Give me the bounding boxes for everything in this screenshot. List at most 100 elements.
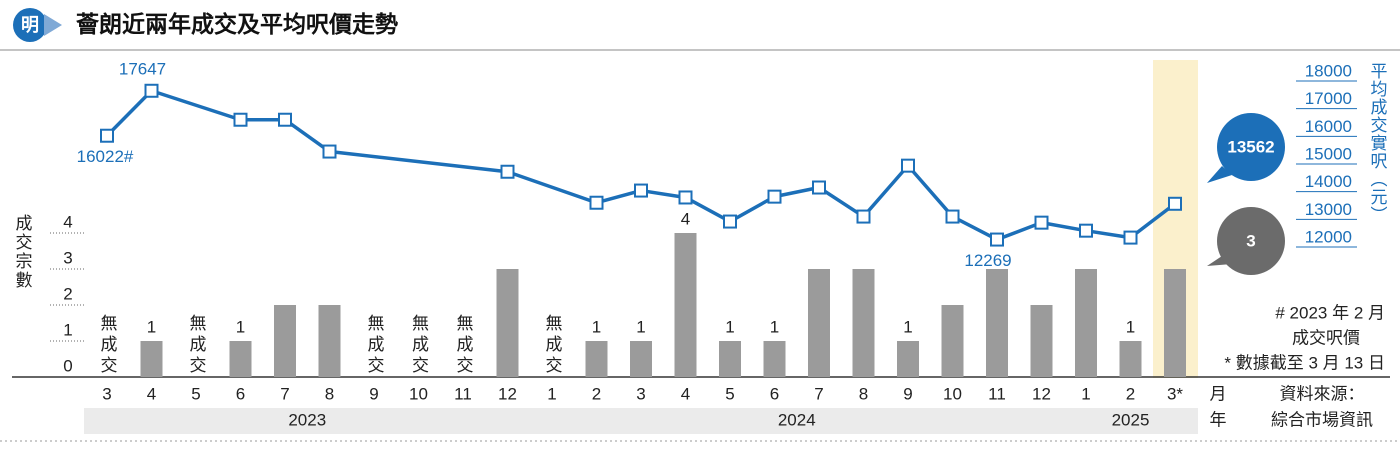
y-tick-label: 2 [63,284,72,303]
bar [674,233,697,377]
bar-label: 1 [1126,317,1135,336]
bar-label: 無成交 [543,314,563,377]
bar [229,341,252,377]
year-label: 2024 [778,410,816,429]
y-tick-label: 3 [63,248,72,267]
x-tick-label: 1 [1081,384,1090,403]
x-tick-label: 11 [988,384,1006,403]
x-tick-label: 3 [102,384,111,403]
x-tick-label: 6 [770,384,779,403]
line-marker [1079,223,1093,238]
y2-tick-label: 18000 [1305,61,1352,80]
bar-label: 1 [236,317,245,336]
bar [585,341,608,377]
callout-label: 3 [1246,231,1255,250]
year-label: 2023 [288,410,326,429]
line-segment [329,149,508,174]
line-segment [729,195,776,224]
line-marker [901,158,915,173]
bar-label: 無成交 [409,314,429,377]
source: 綜合市場資訊 [1271,410,1373,429]
bar [719,341,741,377]
bar [986,269,1008,377]
bar [897,341,919,377]
x-tick-label: 12 [498,384,517,403]
y-tick-label: 4 [63,212,72,231]
x-tick-label: 2 [592,384,601,403]
y2-tick-label: 15000 [1305,144,1352,163]
bar-label: 1 [147,317,156,336]
line-segment [596,188,642,205]
x-tick-label: 3* [1167,384,1183,403]
line-marker [278,112,292,127]
callout-bubble [1207,166,1232,183]
point-label: 17647 [119,59,166,78]
bar-label: 4 [681,209,690,228]
bar [1119,341,1142,377]
line-segment [150,89,242,122]
line-marker [767,189,782,204]
y2-tick-label: 17000 [1305,89,1352,108]
x-unit-month: 月 [1210,384,1227,403]
callout-bubble [1217,207,1285,275]
x-tick-label: 2 [1126,384,1135,403]
line-segment [996,221,1043,242]
x-tick-label: 7 [280,384,289,403]
line-marker [634,183,648,198]
line-marker [990,232,1004,247]
x-tick-label: 8 [859,384,868,403]
y2-tick-label: 16000 [1305,117,1352,136]
y2-tick-label: 12000 [1305,227,1352,246]
y-tick-label: 0 [63,356,72,375]
line-segment [951,215,998,242]
bar-label: 無成交 [187,314,207,377]
x-tick-label: 12 [1032,384,1051,403]
bar-label: 無成交 [365,314,385,377]
x-tick-label: 3 [636,384,645,403]
line-marker [856,209,871,224]
year-band [529,408,1065,434]
bar [852,269,875,377]
line-segment [506,170,598,205]
bar [140,341,163,377]
y2-axis-label: 平均成交實呎（元） [1368,62,1388,224]
line-segment [283,118,331,153]
line-marker [100,128,114,143]
line-segment [1085,228,1131,240]
bar [1030,305,1053,377]
callout-bubble [1217,113,1285,181]
x-unit-year: 年 [1210,410,1227,429]
x-tick-label: 5 [725,384,734,403]
bar-label: 1 [592,317,601,336]
line-segment [1041,220,1087,233]
line-segment [862,164,910,218]
bar [318,305,341,377]
line-marker [144,83,159,98]
x-tick-label: 7 [814,384,823,403]
y-tick-label: 1 [63,320,72,339]
line-marker [322,144,337,159]
bar-label: 1 [636,317,645,336]
line-marker [233,112,248,127]
bar [763,341,786,377]
line-marker [1034,215,1049,230]
footnote: 成交呎價 [1292,328,1360,347]
year-band [1063,408,1198,434]
x-tick-label: 10 [943,384,962,403]
x-tick-label: 1 [547,384,556,403]
y2-tick-label: 14000 [1305,172,1352,191]
footnote: * 數據截至 3 月 13 日 [1224,353,1385,372]
logo-text: 明 [21,15,39,35]
x-tick-label: 4 [147,384,156,403]
line-segment [774,185,820,199]
line-marker [1168,196,1182,211]
footnote: # 2023 年 2 月 [1275,303,1385,322]
bar [630,341,652,377]
bar [274,305,296,377]
year-label: 2025 [1112,410,1150,429]
line-segment [684,195,731,224]
source: 資料來源： [1280,384,1365,403]
line-marker [723,214,737,229]
